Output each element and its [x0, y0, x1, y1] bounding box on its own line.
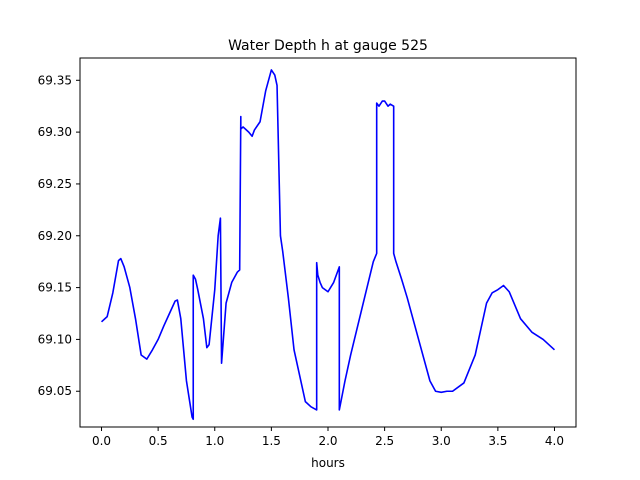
x-tick-label: 3.0	[432, 434, 451, 448]
x-tick-label: 2.0	[318, 434, 337, 448]
y-tick-label: 69.35	[38, 73, 72, 87]
chart-title: Water Depth h at gauge 525	[228, 38, 428, 54]
y-tick-label: 69.25	[38, 177, 72, 191]
x-tick-label: 0.5	[149, 434, 168, 448]
x-axis-label: hours	[311, 456, 345, 470]
y-tick-label: 69.30	[38, 125, 72, 139]
y-tick-label: 69.05	[38, 384, 72, 398]
y-tick-label: 69.15	[38, 281, 72, 295]
x-tick-label: 0.0	[92, 434, 111, 448]
y-axis-ticks: 69.05 69.10 69.15 69.20 69.25 69.30 69.35	[38, 73, 80, 398]
axes-frame	[79, 57, 577, 428]
y-tick-label: 69.10	[38, 332, 72, 346]
x-tick-label: 2.5	[375, 434, 394, 448]
series-line	[100, 69, 556, 421]
plot-area	[100, 69, 556, 421]
x-tick-label: 1.0	[205, 434, 224, 448]
y-tick-label: 69.20	[38, 229, 72, 243]
x-tick-label: 1.5	[262, 434, 281, 448]
x-tick-label: 4.0	[545, 434, 564, 448]
x-axis-ticks: 0.0 0.5 1.0 1.5 2.0 2.5 3.0 3.5 4.0	[92, 427, 564, 448]
x-tick-label: 3.5	[488, 434, 507, 448]
